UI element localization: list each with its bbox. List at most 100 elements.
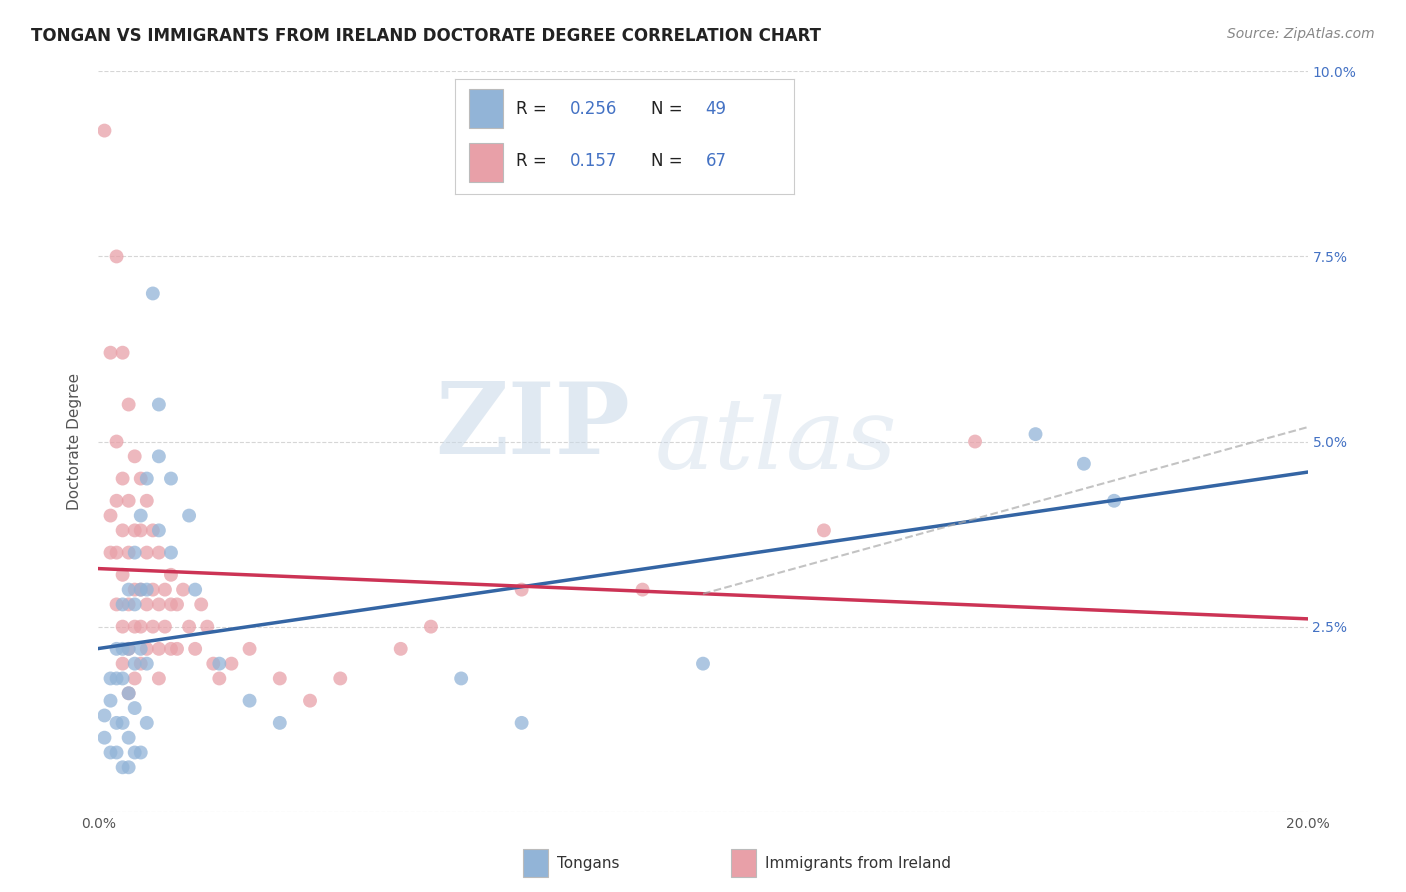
- Bar: [523, 849, 548, 877]
- Point: [135, 472, 157, 486]
- Point: [510, 582, 533, 597]
- Point: [129, 472, 152, 486]
- Point: [172, 582, 194, 597]
- Text: TONGAN VS IMMIGRANTS FROM IRELAND DOCTORATE DEGREE CORRELATION CHART: TONGAN VS IMMIGRANTS FROM IRELAND DOCTOR…: [31, 27, 821, 45]
- Point: [129, 508, 152, 523]
- Point: [631, 582, 654, 597]
- Point: [124, 598, 146, 612]
- Point: [148, 545, 170, 560]
- Point: [111, 567, 134, 582]
- Point: [510, 715, 533, 730]
- Point: [148, 672, 170, 686]
- Point: [118, 641, 141, 656]
- Point: [135, 493, 157, 508]
- Point: [1024, 427, 1046, 442]
- Text: atlas: atlas: [655, 394, 897, 489]
- Point: [118, 582, 141, 597]
- Point: [105, 672, 128, 686]
- Point: [111, 715, 134, 730]
- Point: [129, 524, 152, 538]
- Point: [111, 657, 134, 671]
- Point: [100, 694, 122, 708]
- Point: [93, 708, 115, 723]
- Point: [105, 641, 128, 656]
- Point: [179, 508, 201, 523]
- Point: [100, 508, 122, 523]
- Point: [100, 672, 122, 686]
- Y-axis label: Doctorate Degree: Doctorate Degree: [67, 373, 83, 510]
- Point: [100, 345, 122, 359]
- Point: [105, 250, 128, 264]
- Point: [195, 619, 218, 633]
- Point: [93, 123, 115, 137]
- Point: [135, 545, 157, 560]
- Point: [208, 672, 231, 686]
- Point: [100, 746, 122, 760]
- Text: Source: ZipAtlas.com: Source: ZipAtlas.com: [1227, 27, 1375, 41]
- Point: [160, 598, 183, 612]
- Point: [202, 657, 225, 671]
- Point: [160, 545, 183, 560]
- Point: [269, 715, 291, 730]
- Point: [965, 434, 987, 449]
- Point: [148, 598, 170, 612]
- Point: [118, 598, 141, 612]
- Point: [129, 582, 152, 597]
- Point: [184, 641, 207, 656]
- Point: [166, 641, 188, 656]
- Point: [111, 619, 134, 633]
- Point: [124, 545, 146, 560]
- Point: [124, 746, 146, 760]
- Point: [118, 731, 141, 745]
- Point: [118, 398, 141, 412]
- Point: [184, 582, 207, 597]
- Text: Immigrants from Ireland: Immigrants from Ireland: [765, 855, 950, 871]
- Point: [329, 672, 352, 686]
- Point: [111, 472, 134, 486]
- Point: [124, 672, 146, 686]
- Point: [142, 582, 165, 597]
- Point: [148, 524, 170, 538]
- Point: [153, 619, 176, 633]
- Point: [118, 686, 141, 700]
- Point: [124, 582, 146, 597]
- Point: [208, 657, 231, 671]
- Point: [148, 398, 170, 412]
- Point: [105, 598, 128, 612]
- Point: [118, 641, 141, 656]
- Point: [1102, 493, 1125, 508]
- Point: [129, 619, 152, 633]
- Point: [221, 657, 243, 671]
- Point: [105, 493, 128, 508]
- Point: [148, 450, 170, 464]
- Point: [135, 582, 157, 597]
- Point: [160, 567, 183, 582]
- Point: [299, 694, 322, 708]
- Point: [111, 760, 134, 774]
- Point: [239, 641, 262, 656]
- Point: [124, 701, 146, 715]
- Text: ZIP: ZIP: [436, 378, 630, 475]
- Point: [142, 286, 165, 301]
- Point: [135, 657, 157, 671]
- Point: [692, 657, 714, 671]
- Point: [135, 598, 157, 612]
- Point: [111, 524, 134, 538]
- Point: [118, 760, 141, 774]
- Point: [1073, 457, 1095, 471]
- Point: [100, 545, 122, 560]
- Point: [118, 545, 141, 560]
- Point: [142, 619, 165, 633]
- Point: [142, 524, 165, 538]
- Point: [124, 657, 146, 671]
- Point: [93, 731, 115, 745]
- Point: [111, 598, 134, 612]
- Point: [118, 493, 141, 508]
- Point: [153, 582, 176, 597]
- Point: [124, 619, 146, 633]
- Point: [105, 746, 128, 760]
- Point: [135, 715, 157, 730]
- Point: [179, 619, 201, 633]
- Point: [105, 434, 128, 449]
- Point: [160, 641, 183, 656]
